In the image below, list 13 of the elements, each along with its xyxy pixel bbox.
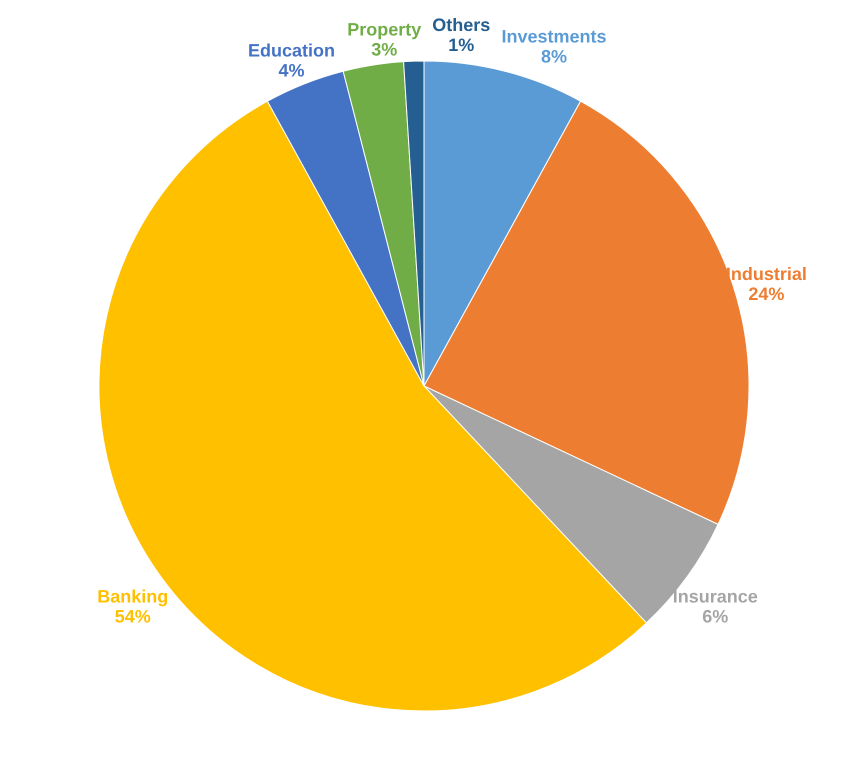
slice-label: Others	[432, 15, 490, 36]
data-label: 8%	[541, 46, 568, 66]
data-label: 3%	[371, 39, 398, 60]
slice-label: Banking	[97, 586, 168, 607]
slice-label: Property	[347, 19, 422, 40]
data-label: 4%	[278, 60, 304, 80]
data-label: 54%	[114, 606, 151, 627]
data-label: 24%	[748, 284, 784, 304]
slice-label: Investments	[502, 26, 607, 46]
slice-label: Insurance	[672, 586, 758, 607]
slice-label: Education	[248, 40, 335, 60]
data-label: 6%	[702, 606, 728, 627]
data-label: 1%	[448, 35, 474, 56]
